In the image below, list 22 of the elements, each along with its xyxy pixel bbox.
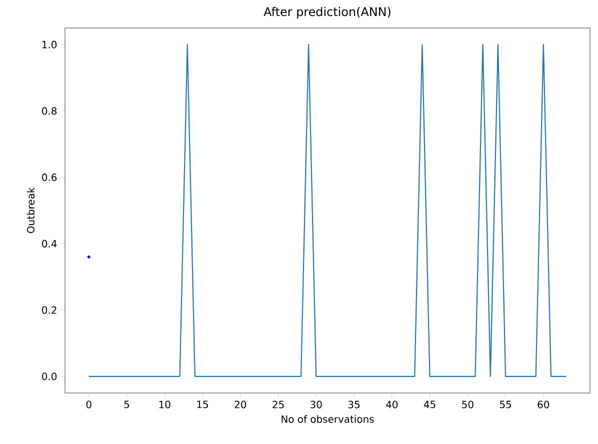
x-tick-label: 15 [197,400,208,408]
x-tick-label: 5 [124,400,130,408]
x-tick-label: 0 [86,400,92,408]
y-tick-label: 0.2 [42,306,56,314]
x-tick-label: 25 [272,400,284,408]
y-tick-label: 0.8 [42,107,57,115]
x-tick-label: 20 [234,400,246,408]
x-axis-title: No of observations [282,415,374,423]
x-tick-label: 55 [500,400,512,408]
x-tick-label: 60 [538,400,550,408]
x-tick-label: 50 [462,400,474,408]
x-tick-label: 45 [424,400,436,408]
x-tick-label: 30 [310,400,322,408]
y-tick-label: 0.0 [42,372,57,380]
x-tick-label: 35 [348,400,360,408]
x-tick-label: 40 [386,400,398,408]
y-axis-title: Outbreak [26,187,35,234]
chart-title: After prediction(ANN) [264,6,390,18]
x-tick-label: 10 [159,400,170,408]
y-tick-label: 0.6 [42,174,57,182]
y-tick-label: 0.4 [42,240,57,248]
y-tick-label: 1.0 [42,40,57,48]
